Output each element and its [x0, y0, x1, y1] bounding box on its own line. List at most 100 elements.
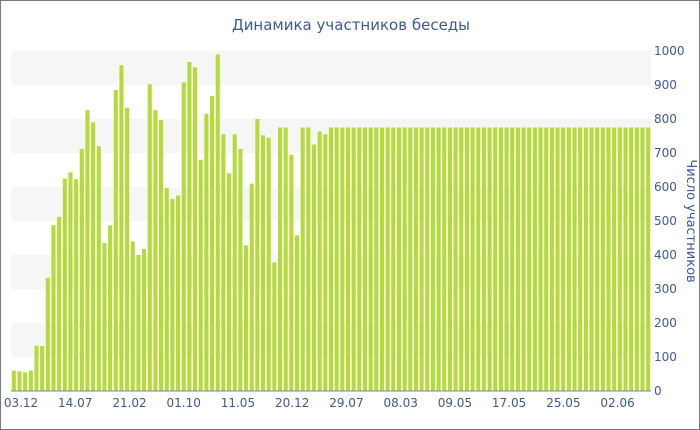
bar — [351, 127, 356, 391]
bar — [119, 65, 124, 391]
bar — [442, 127, 447, 391]
bar — [498, 127, 503, 391]
bar — [476, 127, 481, 391]
bar — [549, 127, 554, 391]
bar — [277, 127, 283, 391]
bar — [510, 127, 515, 391]
bar — [357, 127, 362, 391]
y-axis-label: Число участников — [683, 159, 698, 282]
bar — [493, 127, 498, 391]
bar — [125, 107, 130, 391]
bar — [113, 90, 118, 391]
bar — [578, 127, 583, 391]
bar — [306, 127, 311, 391]
y-tick-label: 900 — [654, 78, 677, 92]
y-tick-label: 500 — [654, 214, 677, 228]
bar — [272, 262, 277, 391]
chart-title: Динамика участников беседы — [232, 16, 470, 34]
bar — [464, 127, 469, 391]
bar — [555, 127, 560, 391]
bar — [323, 134, 328, 392]
bar — [646, 127, 651, 391]
bar — [391, 127, 396, 391]
bar — [317, 131, 322, 391]
bar — [45, 277, 50, 391]
bar — [17, 371, 22, 391]
bar — [521, 127, 526, 391]
x-tick-label: 03.12 — [4, 396, 38, 410]
bar — [589, 127, 594, 391]
bar — [374, 127, 379, 391]
bar — [79, 148, 84, 391]
x-tick-label: 20.12 — [275, 396, 309, 410]
bar — [170, 198, 175, 391]
bar — [28, 370, 33, 391]
x-tick-labels: 03.12 14.07 21.02 01.10 11.05 20.12 29.07 08.03… — [4, 396, 635, 410]
bar — [244, 245, 249, 391]
bar — [481, 127, 486, 391]
y-tick-label: 0 — [654, 384, 662, 398]
bar — [283, 127, 288, 391]
bar — [142, 248, 147, 391]
bar — [600, 127, 605, 391]
bar — [515, 127, 520, 391]
bar — [419, 127, 424, 391]
bar — [193, 67, 198, 391]
bar — [612, 127, 617, 391]
bar — [544, 127, 549, 391]
bar — [402, 127, 407, 391]
bar — [232, 134, 237, 392]
bar — [345, 127, 351, 391]
bar — [640, 127, 645, 391]
bar — [198, 159, 203, 391]
bar — [40, 346, 45, 391]
bar — [136, 255, 141, 391]
bar — [34, 345, 39, 391]
bar — [413, 127, 418, 391]
bar — [159, 120, 164, 392]
bar — [425, 127, 430, 391]
x-tick-label: 08.03 — [384, 396, 418, 410]
bar — [294, 235, 300, 391]
x-tick-label: 29.07 — [329, 396, 363, 410]
bar — [385, 127, 390, 391]
bar — [566, 127, 571, 391]
bar — [102, 243, 107, 391]
bar — [532, 127, 537, 391]
bar — [561, 127, 566, 391]
y-tick-label: 600 — [654, 180, 677, 194]
bar — [147, 84, 152, 391]
bar — [300, 127, 305, 391]
bar — [527, 127, 532, 391]
bar — [334, 127, 339, 391]
bar — [379, 127, 385, 391]
x-tick-label: 11.05 — [221, 396, 255, 410]
bar — [368, 127, 373, 391]
y-tick-label: 200 — [654, 316, 677, 330]
bar — [396, 127, 402, 391]
bar — [459, 127, 464, 391]
bar — [261, 135, 266, 391]
bar — [453, 127, 458, 391]
bar — [11, 370, 16, 391]
bar — [91, 122, 96, 392]
bar — [430, 127, 435, 391]
bar — [470, 127, 475, 391]
bars — [11, 54, 651, 392]
bar — [74, 179, 79, 391]
bar — [266, 137, 271, 391]
x-tick-label: 02.06 — [600, 396, 634, 410]
bar — [51, 225, 56, 391]
bar — [436, 127, 441, 391]
bar — [583, 127, 588, 391]
bar — [176, 195, 181, 391]
bar — [221, 134, 226, 392]
bar — [187, 61, 192, 391]
bar — [68, 172, 73, 391]
bar — [96, 146, 101, 391]
bar — [204, 113, 209, 392]
bar — [362, 127, 368, 391]
y-tick-label: 700 — [654, 146, 677, 160]
